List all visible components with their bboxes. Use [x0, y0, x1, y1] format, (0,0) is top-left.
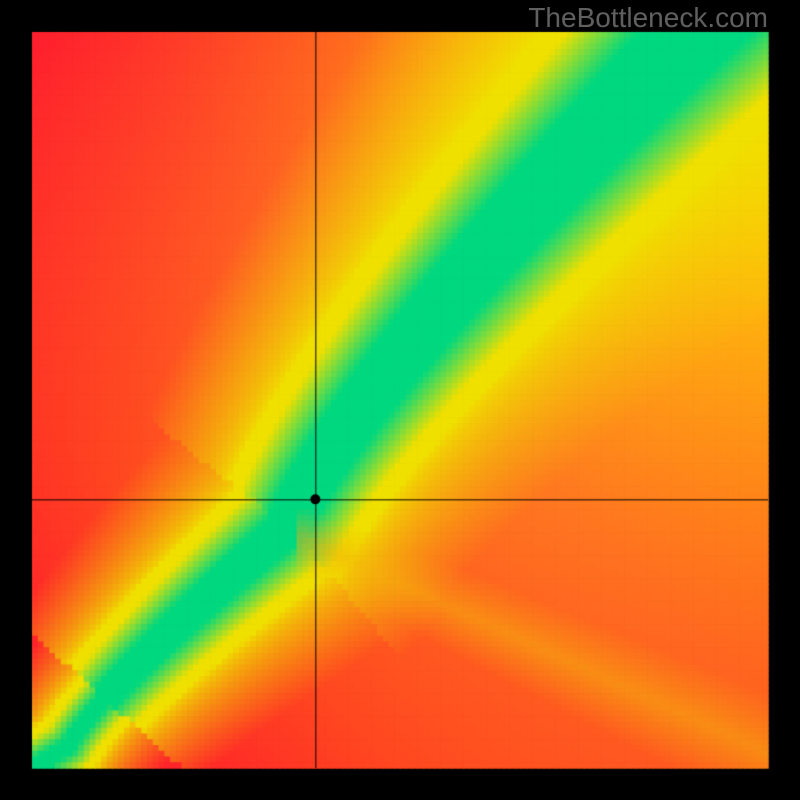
bottleneck-heatmap-canvas: [0, 0, 800, 800]
chart-container: TheBottleneck.com: [0, 0, 800, 800]
watermark-text: TheBottleneck.com: [528, 2, 768, 34]
